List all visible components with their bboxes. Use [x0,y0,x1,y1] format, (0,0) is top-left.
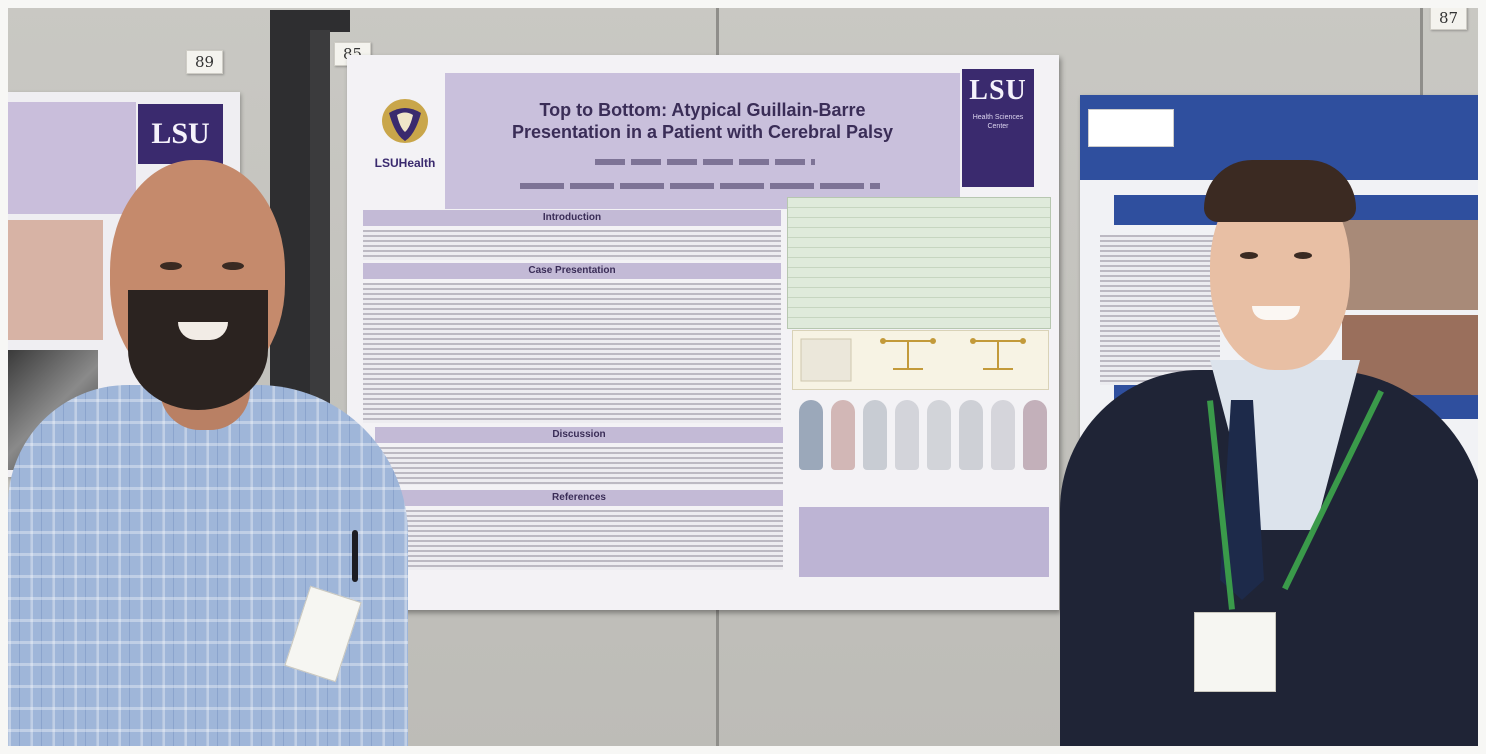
body-figure [927,400,951,470]
lsu-logo-subtitle: Health Sciences Center [972,114,1024,130]
center-poster: LSUHealth Top to Bottom: Atypical Guilla… [347,55,1059,610]
mouth [178,322,228,340]
institution-logo [1088,109,1174,147]
eye [222,262,244,270]
right-poster-text [1100,235,1220,385]
poster-title-line: Presentation in a Patient with Cerebral … [511,122,894,142]
body-figure [1023,400,1047,470]
lab-results-table [787,197,1051,329]
discussion-text [375,447,783,485]
eye [1294,252,1312,259]
lsuhealth-shield-icon [382,99,428,143]
hair [1204,160,1356,222]
body-figure [991,400,1015,470]
poster-title: Top to Bottom: Atypical Guillain-Barre P… [445,99,960,143]
right-poster-photo [1342,220,1486,310]
mouth [1252,306,1300,320]
introduction-text [363,230,781,260]
poster-authors [595,159,815,165]
lsu-logo: LSU [138,104,223,164]
body-figure [895,400,919,470]
pedigree-chart [792,330,1049,390]
eye [160,262,182,270]
beard [128,290,268,410]
lsuhealth-logo-text: LSUHealth [374,156,436,170]
name-badge [1194,612,1276,692]
panel-seam [1420,0,1423,110]
pen [352,530,358,582]
partition-post [270,10,310,430]
poster-number-tag: 89 [186,50,224,74]
pedigree-diagram [800,338,1026,382]
lsu-logo: LSU Health Sciences Center [962,69,1034,187]
eye [1240,252,1258,259]
plaid-shirt [8,385,408,754]
section-heading-case-presentation: Case Presentation [363,263,781,279]
body-figure [959,400,983,470]
body-figure [863,400,887,470]
poster-number-tag: 87 [1430,6,1468,30]
left-poster-photo [8,220,103,340]
section-heading-discussion: Discussion [375,427,783,443]
section-heading-references: References [375,490,783,506]
dermatome-figures [799,400,1047,470]
partition-post [310,30,330,460]
lsu-logo-text: LSU [969,75,1027,106]
body-figure [799,400,823,470]
figure-caption-box [799,507,1049,577]
person-right [1060,0,1486,754]
case-presentation-text [363,283,781,423]
partition-post [292,10,350,32]
lsuhealth-logo: LSUHealth [369,95,441,187]
references-text [375,510,783,570]
left-poster-title-band [8,102,136,214]
person-left [0,0,420,754]
poster-department [520,183,880,189]
section-heading-introduction: Introduction [363,210,781,226]
poster-title-band: Top to Bottom: Atypical Guillain-Barre P… [445,73,960,209]
body-figure [831,400,855,470]
poster-title-line: Top to Bottom: Atypical Guillain-Barre [539,100,866,120]
